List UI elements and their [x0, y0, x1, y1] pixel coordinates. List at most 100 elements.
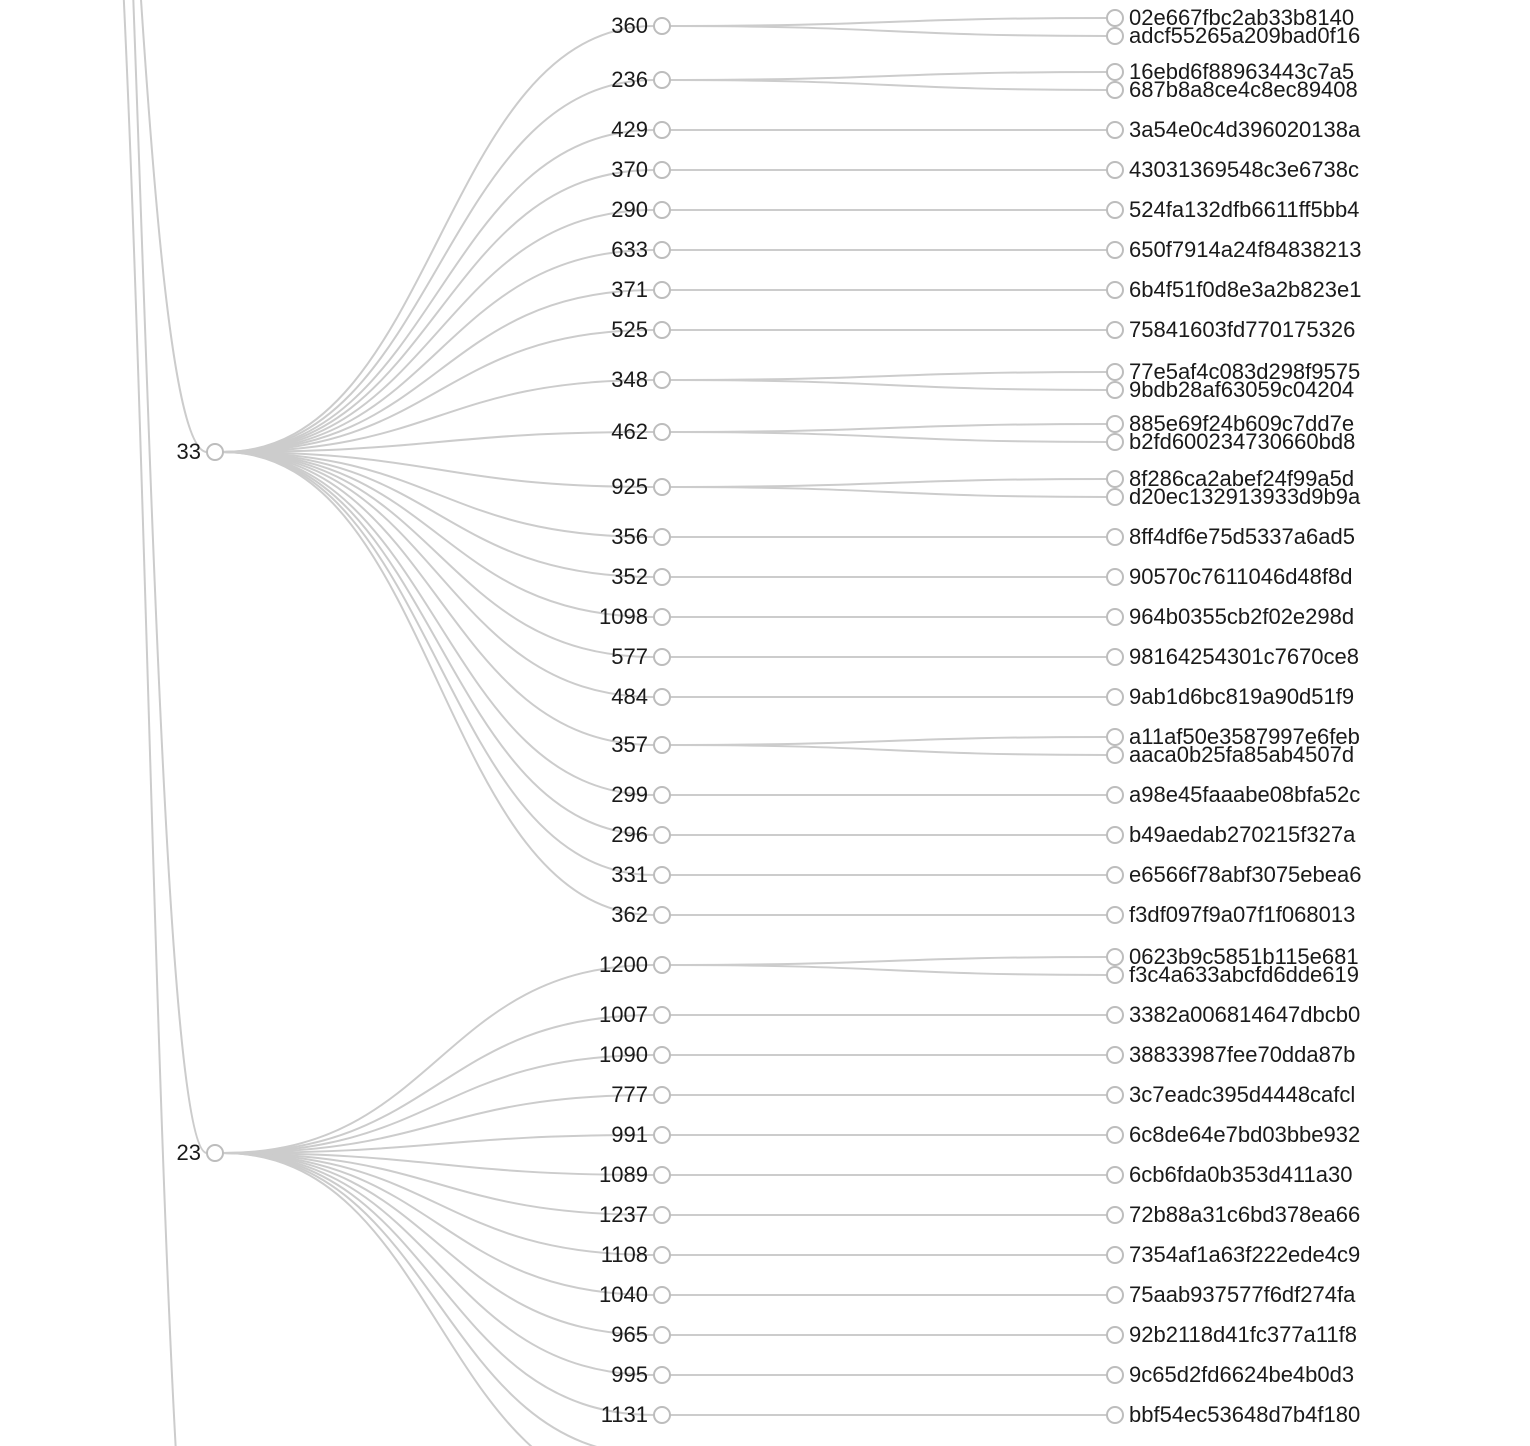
- leaf-0-10-1-node[interactable]: [1107, 489, 1123, 505]
- leaf-0-14-0-node[interactable]: [1107, 649, 1123, 665]
- mid-0-3-node[interactable]: [654, 162, 670, 178]
- leaf-1-3-0-node[interactable]: [1107, 1087, 1123, 1103]
- mid-0-7-node[interactable]: [654, 322, 670, 338]
- leaf-0-0-0-node[interactable]: [1107, 10, 1123, 26]
- mid-1-10-node[interactable]: [654, 1367, 670, 1383]
- leaf-0-16-0-node[interactable]: [1107, 729, 1123, 745]
- leaf-0-4-0-node[interactable]: [1107, 202, 1123, 218]
- mid-0-2-node[interactable]: [654, 122, 670, 138]
- leaf-1-5-0-node[interactable]: [1107, 1167, 1123, 1183]
- mid-0-17-label: 299: [611, 782, 648, 807]
- leaf-0-8-0-node[interactable]: [1107, 364, 1123, 380]
- mid-1-8-node[interactable]: [654, 1287, 670, 1303]
- mid-0-9-node[interactable]: [654, 424, 670, 440]
- leaf-1-12-0-label: c56d816834400b4b960: [1129, 1442, 1360, 1446]
- mid-0-7-label: 525: [611, 317, 648, 342]
- link-root1-mid11: [223, 1153, 654, 1415]
- leaf-1-9-0-node[interactable]: [1107, 1327, 1123, 1343]
- mid-0-14-label: 577: [611, 644, 648, 669]
- mid-1-5-node[interactable]: [654, 1167, 670, 1183]
- leaf-0-0-1-label: adcf55265a209bad0f16: [1129, 23, 1360, 48]
- mid-0-5-node[interactable]: [654, 242, 670, 258]
- mid-0-11-label: 356: [611, 524, 648, 549]
- leaf-0-10-1-label: d20ec132913933d9b9a: [1129, 484, 1361, 509]
- mid-0-17-node[interactable]: [654, 787, 670, 803]
- leaf-0-8-1-node[interactable]: [1107, 382, 1123, 398]
- mid-0-8-node[interactable]: [654, 372, 670, 388]
- mid-1-6-node[interactable]: [654, 1207, 670, 1223]
- leaf-1-2-0-node[interactable]: [1107, 1047, 1123, 1063]
- mid-0-15-node[interactable]: [654, 689, 670, 705]
- leaf-0-6-0-node[interactable]: [1107, 282, 1123, 298]
- root-0-node[interactable]: [207, 444, 223, 460]
- mid-0-20-node[interactable]: [654, 907, 670, 923]
- mid-1-1-label: 1007: [599, 1002, 648, 1027]
- leaf-1-7-0-node[interactable]: [1107, 1247, 1123, 1263]
- link-root1-mid9: [223, 1153, 654, 1335]
- mid-0-6-node[interactable]: [654, 282, 670, 298]
- mid-1-0-node[interactable]: [654, 957, 670, 973]
- mid-1-3-node[interactable]: [654, 1087, 670, 1103]
- link-mid0-16-leaf1: [670, 745, 1107, 755]
- leaf-0-3-0-node[interactable]: [1107, 162, 1123, 178]
- leaf-0-0-1-node[interactable]: [1107, 28, 1123, 44]
- leaf-0-1-0-node[interactable]: [1107, 64, 1123, 80]
- leaf-0-9-0-node[interactable]: [1107, 416, 1123, 432]
- leaf-0-16-1-node[interactable]: [1107, 747, 1123, 763]
- leaf-0-18-0-node[interactable]: [1107, 827, 1123, 843]
- leaf-0-2-0-node[interactable]: [1107, 122, 1123, 138]
- links-layer: [40, 0, 1107, 1446]
- mid-1-8-label: 1040: [599, 1282, 648, 1307]
- mid-0-16-label: 357: [611, 732, 648, 757]
- leaf-0-15-0-label: 9ab1d6bc819a90d51f9: [1129, 684, 1354, 709]
- leaf-0-13-0-node[interactable]: [1107, 609, 1123, 625]
- mid-0-1-node[interactable]: [654, 72, 670, 88]
- mid-0-13-node[interactable]: [654, 609, 670, 625]
- leaf-1-8-0-node[interactable]: [1107, 1287, 1123, 1303]
- leaf-0-17-0-node[interactable]: [1107, 787, 1123, 803]
- leaf-1-0-1-node[interactable]: [1107, 967, 1123, 983]
- mid-0-15-label: 484: [611, 684, 648, 709]
- mid-0-14-node[interactable]: [654, 649, 670, 665]
- link-root0-mid20: [223, 452, 654, 915]
- mid-1-2-node[interactable]: [654, 1047, 670, 1063]
- leaf-0-10-0-node[interactable]: [1107, 471, 1123, 487]
- mid-1-11-node[interactable]: [654, 1407, 670, 1423]
- leaf-0-6-0-label: 6b4f51f0d8e3a2b823e1: [1129, 277, 1361, 302]
- leaf-1-1-0-node[interactable]: [1107, 1007, 1123, 1023]
- leaf-1-10-0-node[interactable]: [1107, 1367, 1123, 1383]
- leaf-0-1-1-node[interactable]: [1107, 82, 1123, 98]
- link-root0-mid2: [223, 130, 654, 452]
- leaf-1-11-0-node[interactable]: [1107, 1407, 1123, 1423]
- mid-0-16-node[interactable]: [654, 737, 670, 753]
- mid-0-12-node[interactable]: [654, 569, 670, 585]
- mid-1-9-node[interactable]: [654, 1327, 670, 1343]
- leaf-0-9-1-label: b2fd600234730660bd8: [1129, 429, 1355, 454]
- leaf-0-19-0-node[interactable]: [1107, 867, 1123, 883]
- mid-0-19-node[interactable]: [654, 867, 670, 883]
- leaf-0-20-0-node[interactable]: [1107, 907, 1123, 923]
- leaf-1-6-0-node[interactable]: [1107, 1207, 1123, 1223]
- leaf-0-8-1-label: 9bdb28af63059c04204: [1129, 377, 1354, 402]
- leaf-1-4-0-node[interactable]: [1107, 1127, 1123, 1143]
- leaf-0-11-0-label: 8ff4df6e75d5337a6ad5: [1129, 524, 1355, 549]
- link-mid0-1-leaf1: [670, 80, 1107, 90]
- mid-0-18-node[interactable]: [654, 827, 670, 843]
- mid-1-7-node[interactable]: [654, 1247, 670, 1263]
- mid-0-11-node[interactable]: [654, 529, 670, 545]
- mid-1-4-node[interactable]: [654, 1127, 670, 1143]
- mid-0-20-label: 362: [611, 902, 648, 927]
- mid-0-10-node[interactable]: [654, 479, 670, 495]
- leaf-0-7-0-node[interactable]: [1107, 322, 1123, 338]
- leaf-0-9-1-node[interactable]: [1107, 434, 1123, 450]
- leaf-0-15-0-node[interactable]: [1107, 689, 1123, 705]
- mid-0-0-node[interactable]: [654, 18, 670, 34]
- mid-1-1-node[interactable]: [654, 1007, 670, 1023]
- leaf-1-0-0-node[interactable]: [1107, 949, 1123, 965]
- link-root1-mid13: [223, 1153, 654, 1446]
- root-1-node[interactable]: [207, 1145, 223, 1161]
- leaf-0-12-0-node[interactable]: [1107, 569, 1123, 585]
- mid-0-4-node[interactable]: [654, 202, 670, 218]
- leaf-0-5-0-node[interactable]: [1107, 242, 1123, 258]
- leaf-0-11-0-node[interactable]: [1107, 529, 1123, 545]
